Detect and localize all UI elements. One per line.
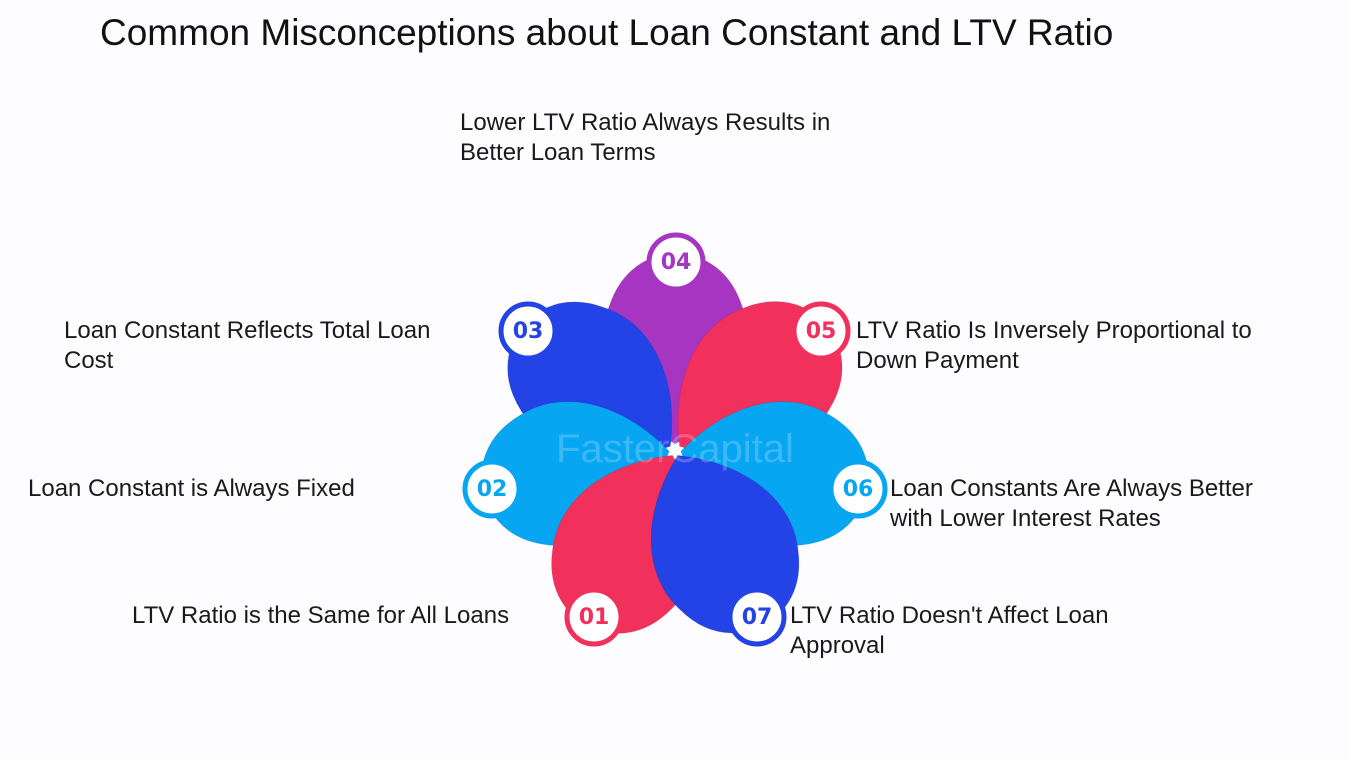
number-badge — [727, 587, 787, 647]
number-badge — [646, 232, 706, 292]
number: 01 — [579, 605, 610, 630]
misconception-text: Loan Constants Are Always Better with Lo… — [890, 475, 1253, 532]
misconception-text: LTV Ratio is the Same for All Loans — [132, 602, 510, 629]
misconception-text: LTV Ratio Doesn't Affect Loan Approval — [790, 602, 1109, 659]
number: 04 — [661, 250, 692, 275]
misconception-text: Loan Constant is Always Fixed — [28, 475, 355, 502]
number: 06 — [843, 477, 874, 502]
misconception-text: Lower LTV Ratio Always Results in Better… — [460, 109, 831, 166]
misconception-text: LTV Ratio Is Inversely Proportional to D… — [856, 317, 1252, 374]
misconception-text: Loan Constant Reflects Total Loan Cost — [64, 317, 431, 374]
number: 02 — [477, 477, 508, 502]
number-badge — [498, 301, 558, 361]
watermark: FasterCapital — [556, 427, 794, 471]
number: 05 — [806, 319, 837, 344]
number-badge — [564, 587, 624, 647]
number-badge — [462, 459, 522, 519]
title: Common Misconceptions about Loan Constan… — [100, 12, 1114, 53]
number-badge — [791, 301, 851, 361]
number: 03 — [513, 319, 544, 344]
number-badge — [828, 459, 888, 519]
number: 07 — [742, 605, 773, 630]
